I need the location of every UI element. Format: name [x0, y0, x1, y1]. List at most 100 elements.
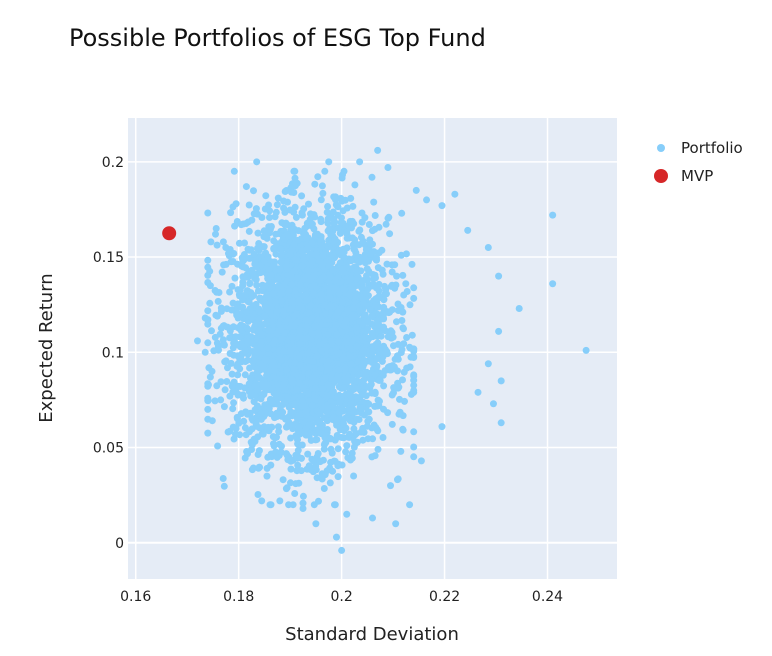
portfolio-point [291, 359, 299, 366]
chart-title: Possible Portfolios of ESG Top Fund [69, 24, 486, 52]
portfolio-point [324, 203, 332, 210]
portfolio-point [296, 340, 304, 348]
portfolio-point [289, 379, 297, 387]
portfolio-point [227, 209, 235, 217]
portfolio-point [340, 322, 348, 330]
portfolio-point [244, 245, 252, 253]
portfolio-point [374, 146, 382, 154]
portfolio-point [213, 241, 221, 249]
portfolio-point [220, 403, 228, 411]
portfolio-point [304, 267, 312, 275]
portfolio-point [236, 333, 244, 341]
portfolio-point [400, 368, 408, 376]
portfolio-point [254, 373, 262, 381]
portfolio-point [343, 442, 351, 450]
portfolio-point [332, 321, 340, 328]
portfolio-point [390, 342, 397, 350]
portfolio-point [368, 173, 376, 181]
portfolio-point [245, 201, 253, 209]
portfolio-point [281, 188, 289, 195]
portfolio-point [334, 462, 342, 470]
portfolio-point [268, 453, 276, 461]
portfolio-point [365, 415, 373, 423]
portfolio-point [262, 192, 270, 200]
portfolio-point [381, 345, 389, 353]
portfolio-point [323, 426, 331, 433]
legend[interactable]: Portfolio MVP [640, 134, 743, 190]
portfolio-point [497, 419, 505, 427]
portfolio-point [268, 279, 276, 286]
x-tick-label: 0.18 [223, 589, 254, 605]
portfolio-point [289, 501, 297, 509]
portfolio-point [277, 289, 285, 297]
portfolio-point [318, 398, 326, 406]
portfolio-point [265, 404, 273, 412]
portfolio-point [260, 257, 268, 265]
portfolio-point [438, 202, 446, 210]
portfolio-point [204, 320, 212, 328]
portfolio-point [327, 302, 335, 310]
portfolio-point [464, 226, 472, 234]
portfolio-point [317, 365, 325, 372]
portfolio-point [484, 360, 492, 368]
portfolio-point [298, 211, 306, 219]
portfolio-point [316, 276, 324, 284]
portfolio-point [398, 209, 406, 217]
portfolio-point [267, 271, 275, 279]
portfolio-point [235, 239, 243, 247]
portfolio-point [377, 332, 385, 340]
portfolio-point [318, 347, 325, 355]
portfolio-point [394, 475, 402, 483]
portfolio-point [361, 311, 369, 319]
portfolio-point [314, 450, 322, 457]
portfolio-point [353, 395, 361, 403]
legend-item-mvp[interactable]: MVP [640, 162, 743, 190]
portfolio-point [410, 443, 418, 451]
portfolio-point [255, 463, 263, 471]
portfolio-point [229, 405, 237, 413]
portfolio-point [403, 288, 411, 295]
portfolio-point [229, 344, 237, 352]
portfolio-point [240, 417, 248, 425]
portfolio-point [474, 388, 482, 396]
portfolio-point [369, 435, 377, 443]
portfolio-point [212, 225, 220, 232]
portfolio-point [305, 200, 312, 208]
portfolio-point [204, 382, 212, 390]
portfolio-point [349, 234, 356, 242]
portfolio-point [250, 187, 257, 195]
portfolio-point [373, 294, 381, 302]
portfolio-point [273, 453, 281, 461]
legend-marker-portfolio [656, 144, 665, 152]
portfolio-point [343, 264, 351, 271]
portfolio-point [217, 378, 225, 386]
portfolio-point [293, 454, 301, 462]
portfolio-point [305, 390, 312, 398]
portfolio-point [342, 448, 350, 456]
portfolio-point [241, 371, 249, 379]
portfolio-point [249, 464, 257, 472]
portfolio-point [250, 362, 257, 370]
legend-item-portfolio[interactable]: Portfolio [640, 134, 743, 162]
portfolio-point [216, 330, 224, 338]
portfolio-point [399, 271, 407, 279]
x-axis-label: Standard Deviation [285, 624, 459, 645]
portfolio-point [323, 392, 331, 400]
portfolio-point [374, 264, 382, 272]
portfolio-point [292, 213, 300, 221]
portfolio-point [287, 271, 295, 279]
portfolio-point [290, 365, 298, 373]
portfolio-point [359, 347, 367, 355]
portfolio-point [291, 400, 299, 408]
portfolio-point [266, 298, 274, 306]
portfolio-point [287, 434, 295, 442]
portfolio-point [385, 309, 393, 317]
portfolio-point [367, 250, 375, 258]
portfolio-point [310, 272, 318, 280]
portfolio-point [330, 215, 338, 223]
portfolio-point [277, 251, 285, 259]
portfolio-point [549, 280, 557, 288]
portfolio-point [295, 423, 303, 431]
x-tick-label: 0.2 [330, 589, 352, 605]
portfolio-point [308, 401, 316, 409]
